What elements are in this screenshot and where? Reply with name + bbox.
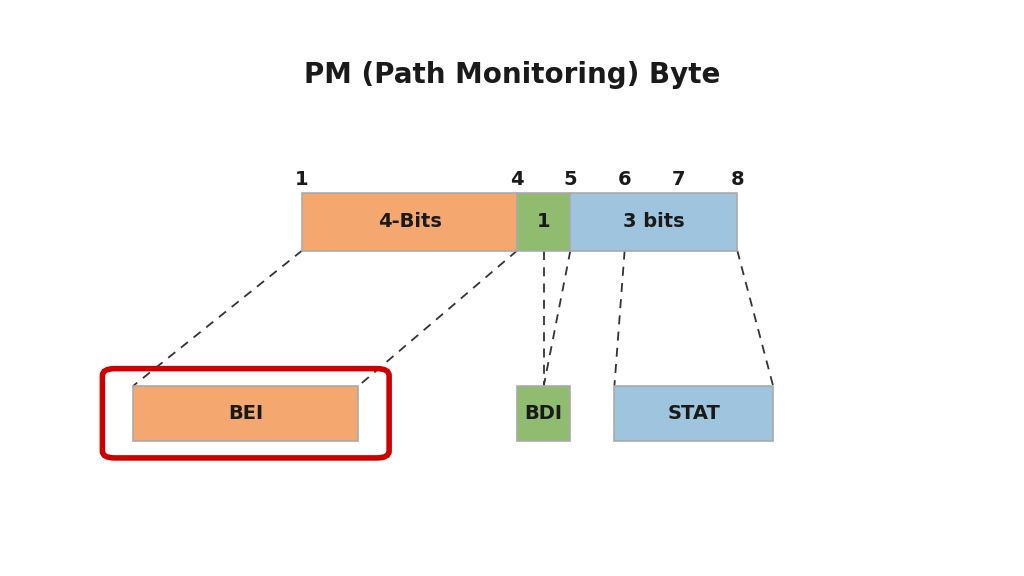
Text: 3 bits: 3 bits (623, 213, 685, 231)
FancyBboxPatch shape (302, 193, 517, 251)
Text: 1: 1 (537, 213, 551, 231)
Text: 1: 1 (295, 170, 309, 189)
Text: PM (Path Monitoring) Byte: PM (Path Monitoring) Byte (304, 61, 720, 89)
Text: 4: 4 (510, 170, 524, 189)
FancyBboxPatch shape (517, 386, 570, 441)
Text: STAT: STAT (668, 404, 720, 423)
FancyBboxPatch shape (133, 386, 358, 441)
Text: BDI: BDI (524, 404, 563, 423)
FancyBboxPatch shape (517, 193, 570, 251)
Text: 8: 8 (730, 170, 744, 189)
Text: BEI: BEI (228, 404, 263, 423)
Text: 5: 5 (563, 170, 578, 189)
FancyBboxPatch shape (570, 193, 737, 251)
FancyBboxPatch shape (614, 386, 773, 441)
Text: 4-Bits: 4-Bits (378, 213, 441, 231)
Text: 6: 6 (617, 170, 632, 189)
Text: 7: 7 (672, 170, 686, 189)
